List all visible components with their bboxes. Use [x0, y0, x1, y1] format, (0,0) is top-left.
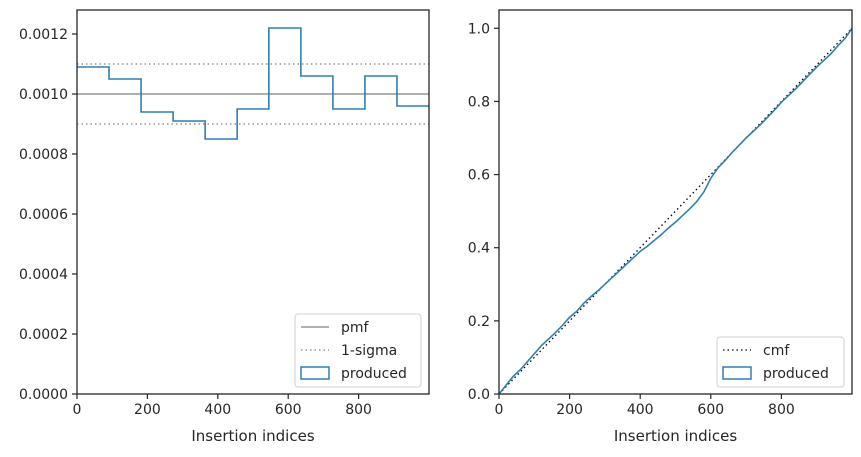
legend-box: [294, 313, 422, 388]
series-produced: [77, 27, 429, 140]
x-tick-label: 0: [495, 402, 504, 418]
x-tick-label: 200: [134, 402, 161, 418]
legend: pmf 1-sigma produced: [294, 313, 422, 388]
y-tick-label: 0.2: [468, 314, 490, 330]
series-produced: [499, 27, 852, 394]
y-tick-label: 1.0: [468, 21, 490, 37]
axes-frame: [76, 9, 430, 395]
x-tick-label: 400: [627, 402, 654, 418]
x-axis-label: Insertion indices: [614, 427, 737, 445]
y-tick-label: 0.4: [468, 241, 490, 257]
legend: cmf produced: [716, 336, 845, 388]
right-chart-cmf: 0 200 400 600 800 0.0 0.2 0.4 0.6 0.8 1.0 Insertion…: [468, 9, 853, 445]
series-cmf: [499, 27, 852, 394]
legend-label: pmf: [341, 320, 370, 336]
y-tick-label: 0.0002: [19, 327, 68, 343]
x-tick-label: 0: [73, 402, 82, 418]
x-tick-label: 400: [204, 402, 231, 418]
plot-area: [77, 27, 429, 140]
x-tick-label: 800: [768, 402, 795, 418]
y-tick-label: 0.0004: [19, 267, 68, 283]
y-tick-label: 0.0: [468, 387, 490, 403]
legend-label: produced: [341, 366, 407, 382]
x-tick-label: 800: [345, 402, 372, 418]
plot-area: [499, 27, 852, 394]
y-tick-label: 0.0000: [19, 387, 68, 403]
legend-box: [716, 336, 845, 388]
x-tick-label: 200: [556, 402, 583, 418]
y-tick-label: 0.0008: [19, 147, 68, 163]
left-chart-pmf: 0 200 400 600 800 0.0000 0.0002 0.0004 0.0006 0.0…: [19, 9, 430, 445]
legend-label: cmf: [763, 343, 790, 359]
y-tick-label: 0.6: [468, 168, 490, 184]
x-axis-label: Insertion indices: [191, 427, 314, 445]
y-tick-label: 0.0006: [19, 207, 68, 223]
y-tick-label: 0.8: [468, 94, 490, 110]
axes-frame: [498, 9, 853, 395]
x-tick-label: 600: [275, 402, 302, 418]
y-tick-label: 0.0012: [19, 27, 68, 43]
legend-label: 1-sigma: [341, 343, 397, 359]
legend-label: produced: [763, 366, 829, 382]
y-tick-label: 0.0010: [19, 87, 68, 103]
legend-swatch: [722, 366, 752, 380]
x-tick-label: 600: [697, 402, 724, 418]
legend-swatch: [300, 366, 330, 380]
